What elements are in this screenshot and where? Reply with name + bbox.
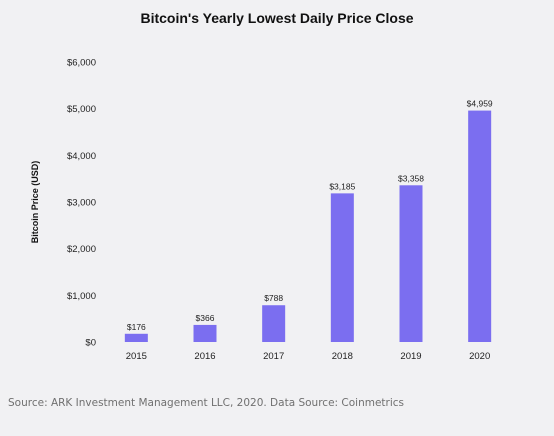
x-tick-label-2016: 2016 [194,351,215,362]
x-tick-label-2015: 2015 [126,351,147,362]
bar-2018 [330,193,354,342]
y-tick-label: $5,000 [67,104,96,115]
data-label-2016: $366 [196,313,215,323]
bar-2017 [262,305,286,342]
y-tick-label: $6,000 [67,58,96,69]
data-label-2018: $3,185 [329,181,355,191]
bar-2019 [399,185,423,342]
y-tick-label: $3,000 [67,198,96,209]
y-tick-label: $1,000 [67,291,96,302]
data-label-2015: $176 [127,322,146,332]
source-note: Source: ARK Investment Management LLC, 2… [8,397,405,409]
bar-2020 [468,110,492,342]
y-tick-label: $2,000 [67,244,96,255]
y-tick-label: $0 [85,338,96,349]
data-label-2017: $788 [264,293,283,303]
x-tick-label-2020: 2020 [469,351,490,362]
y-tick-label: $4,000 [67,151,96,162]
bar-2016 [193,324,217,342]
bar-2015 [124,333,148,342]
data-label-2020: $4,959 [467,99,493,109]
x-tick-label-2018: 2018 [332,351,353,362]
chart-title: Bitcoin's Yearly Lowest Daily Price Clos… [140,10,414,26]
y-axis-title: Bitcoin Price (USD) [30,161,40,244]
x-tick-label-2019: 2019 [400,351,421,362]
data-label-2019: $3,358 [398,173,424,183]
x-tick-label-2017: 2017 [263,351,284,362]
